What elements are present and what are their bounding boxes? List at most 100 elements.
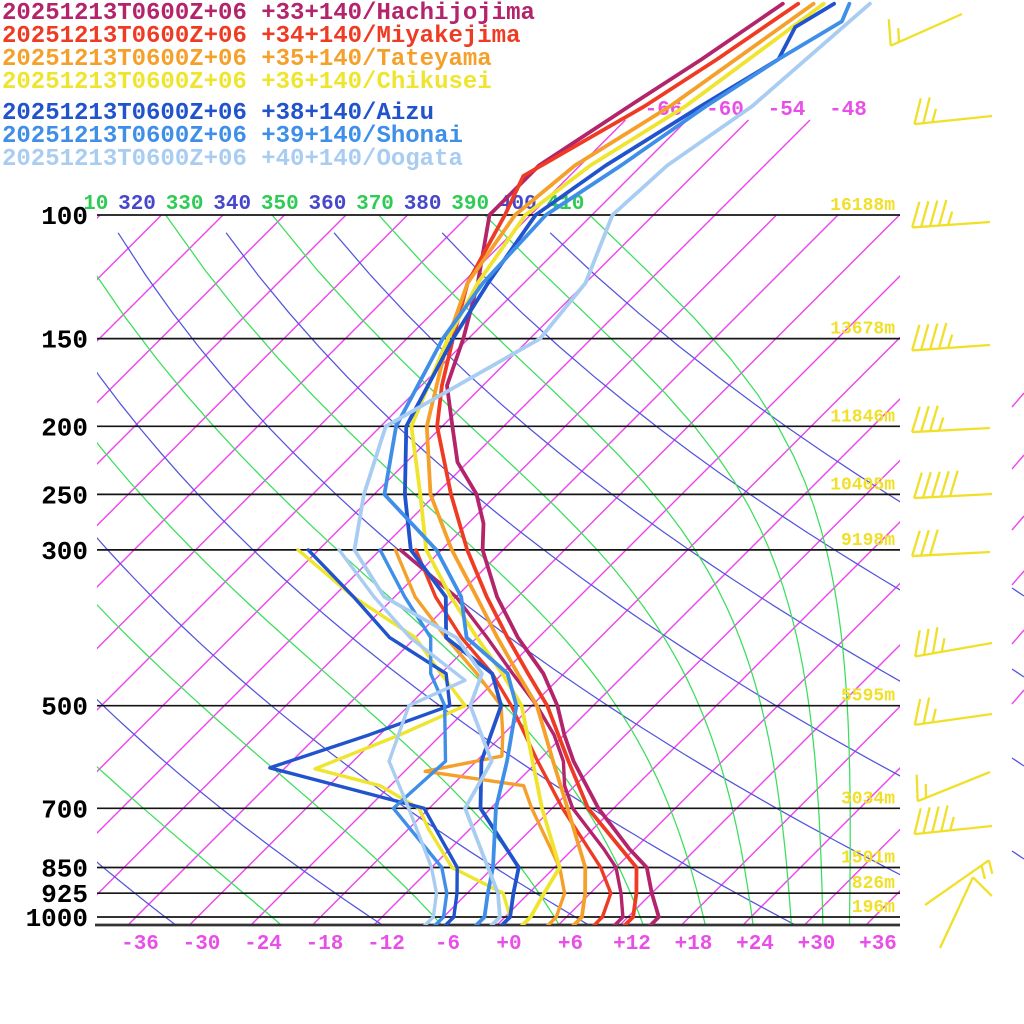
- temperature-tick-label: +12: [613, 933, 651, 956]
- wind-barb-feather: [931, 806, 940, 833]
- dewpoint-curve-miyakejima: [414, 548, 613, 925]
- wind-barb-feather: [938, 322, 948, 349]
- height-label: 13678m: [830, 320, 895, 340]
- moist-adiabat-line: [164, 215, 706, 925]
- edge-dash: [1011, 629, 1024, 645]
- adiabat-label: 380: [404, 193, 442, 216]
- wind-barb-feather: [914, 630, 921, 657]
- temperature-tick-label: -6: [435, 933, 460, 956]
- wind-barb-feather: [911, 406, 921, 433]
- pressure-label: 850: [41, 854, 88, 884]
- pressure-label: 150: [41, 326, 88, 356]
- wind-barb-shaft: [912, 220, 991, 229]
- wind-barb-feather: [948, 470, 959, 497]
- legend-item-tateyama: 20251213T0600Z+06 +35+140/Tateyama: [2, 46, 492, 73]
- wind-barb-half-feather: [937, 417, 945, 432]
- wind-barb-feather: [922, 697, 931, 724]
- wind-barb-shaft: [924, 859, 990, 906]
- isotherm-line: [97, 215, 470, 588]
- moist-adiabat-line: [271, 215, 754, 925]
- wind-barb-half-feather: [980, 865, 986, 880]
- temperature-tick-label: +18: [675, 933, 713, 956]
- legend-item-shonai: 20251213T0600Z+06 +39+140/Shonai: [2, 123, 463, 150]
- isotherm-line: [97, 215, 531, 650]
- height-label: 196m: [852, 898, 895, 918]
- wind-barb-feather: [931, 627, 939, 654]
- adiabat-label: 330: [166, 193, 204, 216]
- isotherm-line: [591, 119, 688, 216]
- wind-barb-shaft: [914, 641, 993, 658]
- edge-dash: [1011, 515, 1024, 531]
- wind-barb-feather: [972, 876, 993, 897]
- legend-item-hachijojima: 20251213T0600Z+06 +33+140/Hachijojima: [2, 0, 535, 27]
- temperature-tick-label: -30: [183, 933, 221, 956]
- adiabat-label: 340: [213, 193, 251, 216]
- adiabat-label: 360: [308, 193, 346, 216]
- wind-barb-feather: [913, 472, 923, 499]
- temperature-curve-shonai: [382, 1, 852, 925]
- wind-barb-half-feather: [947, 211, 954, 226]
- wind-barb-half-feather: [931, 108, 938, 123]
- isotherm-line: [97, 215, 285, 404]
- height-label: 9198m: [841, 531, 895, 551]
- temperature-tick-label: +6: [558, 933, 583, 956]
- wind-barb: [911, 322, 991, 352]
- dry-adiabat-line: [441, 232, 900, 591]
- wind-barb-feather: [911, 324, 921, 351]
- edge-dash: [1011, 850, 1024, 860]
- adiabat-label: 320: [118, 193, 156, 216]
- dry-adiabat-line: [97, 698, 384, 925]
- wind-barb-shaft: [914, 712, 993, 726]
- dewpoint-curve-hachijojima: [398, 548, 625, 925]
- temperature-tick-label: +24: [736, 933, 774, 956]
- upper-isotherm-label: -54: [768, 99, 806, 122]
- edge-dash: [1011, 587, 1024, 597]
- temperature-curve-aizu: [402, 1, 836, 925]
- moist-adiabat-lines: [97, 215, 851, 925]
- isotherm-line: [714, 119, 811, 216]
- pressure-label: 700: [41, 795, 88, 825]
- wind-barb: [938, 876, 993, 949]
- temperature-tick-label: +0: [496, 933, 521, 956]
- wind-barb-feather: [928, 405, 939, 432]
- wind-barb-feather: [940, 805, 949, 832]
- wind-barb-feather: [939, 470, 950, 498]
- adiabat-label: 370: [356, 193, 394, 216]
- wind-barb-half-feather: [940, 637, 946, 653]
- dewpoint-curve-aizu: [268, 548, 459, 925]
- adiabat-label: 390: [451, 193, 489, 216]
- height-label: 16188m: [830, 196, 895, 216]
- legend-item-oogata: 20251213T0600Z+06 +40+140/Oogata: [2, 146, 463, 173]
- dry-adiabat-line: [97, 537, 591, 925]
- pressure-label: 1000: [26, 904, 88, 934]
- temperature-tick-label: -12: [367, 933, 405, 956]
- wind-barb-feather: [929, 323, 939, 350]
- wind-barb-feather: [920, 323, 930, 351]
- edge-dash: [1011, 668, 1024, 678]
- sounding-curves: [268, 1, 872, 925]
- wind-barb-shaft: [917, 770, 991, 803]
- wind-barb: [913, 97, 993, 126]
- wind-barb: [914, 627, 993, 658]
- wind-barb-shaft: [912, 426, 991, 434]
- temperature-tick-label: +36: [859, 933, 897, 956]
- wind-barb-feather: [913, 808, 922, 835]
- dry-adiabat-line: [225, 232, 900, 777]
- height-label: 826m: [852, 874, 895, 894]
- dry-adiabat-line: [97, 861, 177, 925]
- edge-dash: [1011, 392, 1024, 408]
- moist-adiabat-line: [97, 603, 443, 925]
- wind-barb-shaft: [914, 492, 993, 500]
- adiabat-label: 310: [70, 193, 108, 216]
- dewpoint-curve-oogata: [337, 548, 467, 925]
- wind-barb-shaft: [912, 343, 991, 352]
- edge-dashes: [1011, 392, 1024, 860]
- isotherm-line: [619, 644, 900, 925]
- wind-barb-feather: [913, 98, 922, 125]
- wind-barb-feather: [911, 530, 921, 557]
- isotherm-line: [97, 215, 408, 527]
- edge-dash: [1011, 454, 1024, 470]
- wind-barb-feather: [929, 200, 939, 227]
